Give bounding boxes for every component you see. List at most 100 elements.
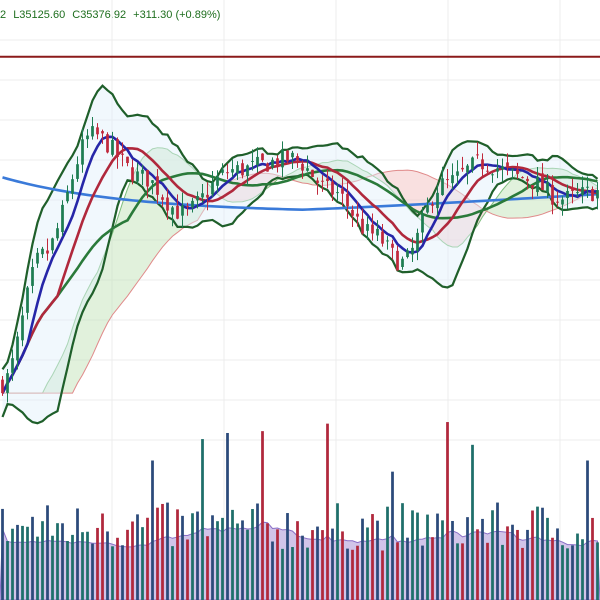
candle-body: [391, 243, 394, 248]
candle-body: [81, 139, 84, 165]
volume-bar: [516, 529, 519, 600]
candle-body: [266, 163, 269, 172]
volume-bar: [401, 503, 404, 600]
legend-low: L35125.60: [13, 9, 66, 21]
candle-body: [36, 252, 39, 264]
volume-bar: [501, 544, 504, 600]
volume-bar: [436, 513, 439, 600]
candle-body: [331, 181, 334, 195]
cloud-segment: [122, 188, 128, 303]
volume-bar: [6, 541, 9, 600]
candle-body: [211, 182, 214, 195]
volume-bar: [466, 517, 469, 600]
cloud-segment: [422, 173, 428, 227]
candle-body: [216, 176, 219, 186]
candle-body: [201, 193, 204, 198]
candle-body: [416, 232, 419, 252]
cloud-segment: [417, 171, 423, 222]
candle-body: [456, 171, 459, 176]
volume-bar: [451, 520, 454, 600]
volume-bar: [381, 550, 384, 600]
volume-bar: [356, 545, 359, 600]
candle-body: [241, 163, 244, 176]
volume-bar: [336, 503, 339, 600]
volume-bar: [216, 521, 219, 600]
candle-body: [431, 204, 434, 206]
candle-body: [126, 156, 129, 164]
candle-body: [116, 139, 119, 157]
volume-bar: [271, 541, 274, 600]
volume-bar: [296, 521, 299, 600]
candle-body: [176, 205, 179, 219]
volume-bar: [236, 523, 239, 600]
volume-bar: [121, 545, 124, 600]
volume-bar: [371, 514, 374, 600]
volume-bar: [416, 512, 419, 600]
cloud-segment: [362, 170, 368, 179]
volume-bar: [231, 509, 234, 600]
volume-bar: [426, 514, 429, 600]
candle-body: [351, 209, 354, 216]
candle-body: [406, 250, 409, 258]
volume-bar: [201, 439, 204, 600]
volume-bar: [141, 527, 144, 600]
volume-bar: [166, 502, 169, 600]
sma-slow-line: [1, 168, 598, 394]
candle-body: [221, 169, 224, 173]
candle-body: [446, 179, 449, 181]
cloud-segment: [112, 218, 118, 315]
volume-bar: [586, 460, 589, 600]
volume-bar: [391, 471, 394, 600]
candle-body: [481, 159, 484, 170]
volume-bar: [341, 531, 344, 600]
cloud-segment: [127, 176, 133, 297]
candle-body: [501, 166, 504, 170]
volume-bar: [441, 520, 444, 600]
volume-bar: [156, 507, 159, 600]
candle-body: [526, 178, 529, 182]
candle-body: [496, 168, 499, 172]
candle-body: [151, 180, 154, 183]
candle-body: [196, 196, 199, 201]
candle-body: [376, 228, 379, 236]
cloud-segment: [447, 184, 453, 247]
volume-bar: [546, 517, 549, 600]
candle-body: [166, 197, 169, 211]
cloud-segment: [392, 170, 398, 197]
cloud-segment: [337, 160, 343, 185]
bollinger-upper: [1, 84, 599, 370]
volume-bar: [56, 523, 59, 600]
candle-body: [1, 379, 4, 394]
candle-body: [556, 201, 559, 203]
legend-close: C35376.92: [72, 9, 127, 21]
volume-bar: [556, 528, 559, 600]
volume-bar: [506, 526, 509, 600]
candle-body: [146, 169, 149, 187]
candle-body: [521, 177, 524, 179]
volume-bar: [306, 547, 309, 600]
volume-bar: [581, 539, 584, 600]
candle-body: [396, 250, 399, 271]
candle-body: [111, 139, 114, 155]
candle-body: [96, 127, 99, 135]
volume-bar: [591, 517, 594, 600]
candle-body: [381, 231, 384, 244]
volume-bar: [241, 520, 244, 600]
volume-bar: [456, 543, 459, 600]
candle-body: [566, 190, 569, 199]
volume-bar: [481, 518, 484, 600]
volume-bar: [266, 523, 269, 600]
legend-change: +311.30 (+0.89%): [133, 9, 221, 21]
volume-bar: [576, 533, 579, 600]
candle-body: [511, 169, 514, 171]
volume-bar: [396, 542, 399, 600]
candle-body: [336, 192, 339, 194]
volume-bar: [411, 510, 414, 600]
volume-bar: [386, 506, 389, 600]
candle-body: [386, 240, 389, 242]
volume-bar: [316, 526, 319, 600]
volume-bar: [276, 529, 279, 600]
volume-bar: [71, 534, 74, 600]
volume-bar: [101, 513, 104, 600]
